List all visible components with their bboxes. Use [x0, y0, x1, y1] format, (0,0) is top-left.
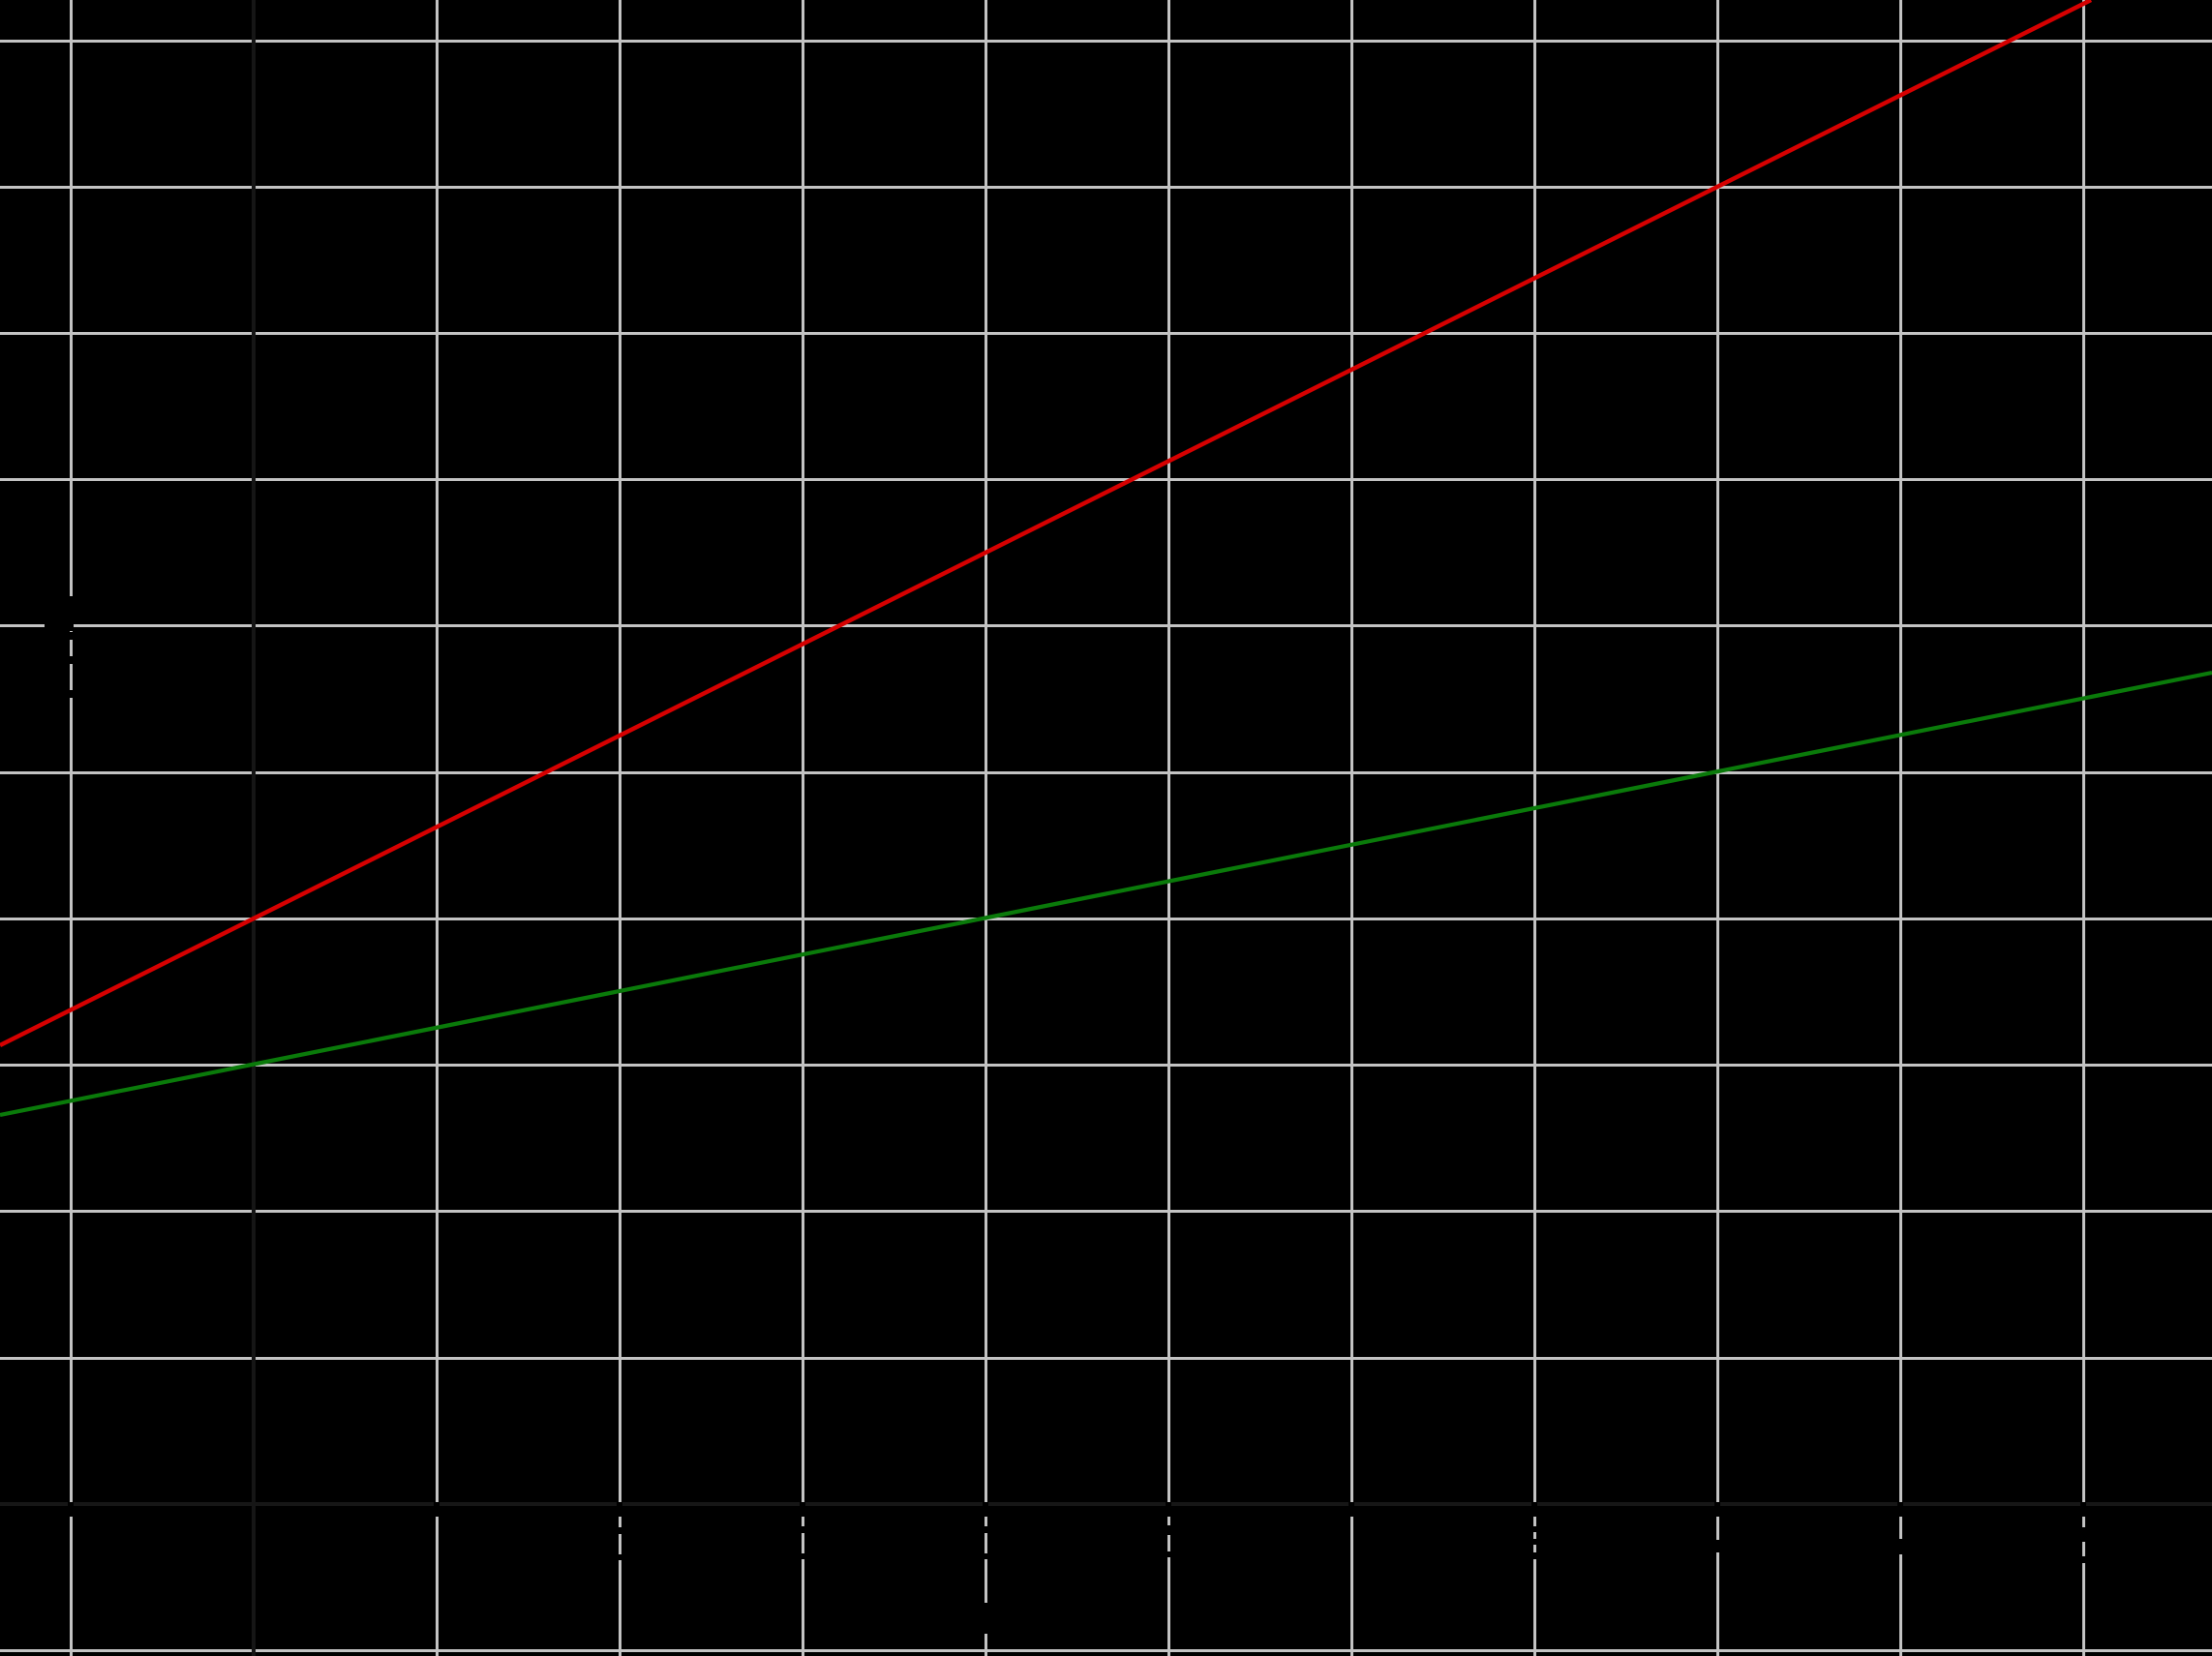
x-axis-tick: [983, 1502, 988, 1517]
label-fragment: [66, 596, 74, 631]
label-fragment: [1166, 1525, 1172, 1535]
label-fragment: [1531, 1552, 1538, 1559]
gridline-horizontal: [0, 917, 2212, 920]
gridline-horizontal: [0, 477, 2212, 481]
label-fragment: [1166, 1551, 1172, 1557]
gridline-horizontal: [0, 1356, 2212, 1360]
label-fragment: [2080, 1527, 2087, 1542]
x-axis-tick: [1531, 1502, 1537, 1517]
gridline-horizontal: [0, 1648, 2212, 1652]
gridline-horizontal: [0, 623, 2212, 627]
label-fragment: [983, 1603, 989, 1634]
gridline-vertical: [1167, 0, 1170, 1656]
label-fragment: [983, 1526, 989, 1533]
label-fragment: [1531, 1526, 1538, 1532]
gridline-vertical: [69, 0, 73, 1656]
gridline-horizontal: [0, 770, 2212, 774]
x-axis-tick: [1166, 1502, 1171, 1517]
gridline-vertical: [1898, 0, 1902, 1656]
x-axis-tick: [1348, 1502, 1354, 1517]
gridline-horizontal: [0, 185, 2212, 189]
gridline-vertical: [984, 0, 987, 1656]
label-fragment: [2080, 1556, 2087, 1563]
label-fragment: [67, 656, 75, 664]
x-axis: [0, 1502, 2212, 1506]
gridline-horizontal: [0, 1063, 2212, 1067]
green-line: [0, 670, 2212, 1118]
label-fragment: [67, 632, 75, 640]
y-axis: [252, 0, 256, 1656]
gridline-horizontal: [0, 1209, 2212, 1213]
red-line: [0, 0, 2093, 1048]
x-axis-tick: [800, 1502, 805, 1517]
x-axis-tick: [617, 1502, 622, 1517]
label-fragment: [616, 1554, 622, 1560]
x-axis-tick: [2080, 1502, 2086, 1517]
gridline-vertical: [1349, 0, 1353, 1656]
gridline-vertical: [801, 0, 804, 1656]
label-fragment: [800, 1553, 806, 1559]
x-axis-tick: [434, 1502, 439, 1517]
gridline-vertical: [2081, 0, 2085, 1656]
label-fragment: [1714, 1540, 1721, 1552]
label-fragment: [983, 1553, 989, 1559]
label-fragment: [800, 1526, 806, 1533]
x-axis-tick: [1897, 1502, 1903, 1517]
gridline-vertical: [1715, 0, 1719, 1656]
label-fragment: [616, 1527, 622, 1534]
label-fragment: [67, 690, 75, 698]
x-axis-tick: [1714, 1502, 1720, 1517]
x-axis-tick: [68, 1502, 74, 1517]
label-fragment: [1531, 1539, 1538, 1545]
gridline-vertical: [618, 0, 621, 1656]
gridline-horizontal: [0, 331, 2212, 335]
gridline-horizontal: [0, 39, 2212, 43]
label-fragment: [1897, 1539, 1904, 1554]
gridline-vertical: [1532, 0, 1536, 1656]
